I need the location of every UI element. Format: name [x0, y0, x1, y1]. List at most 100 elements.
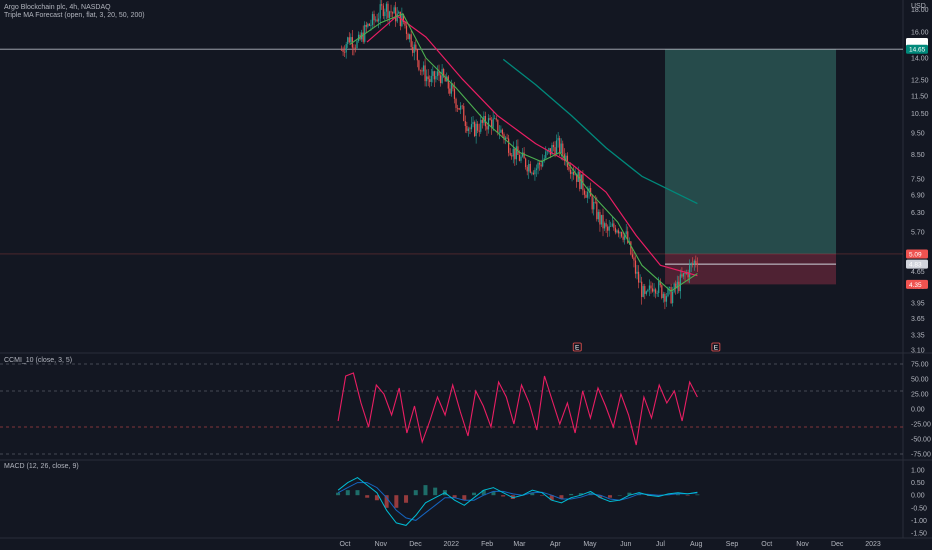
macd-histogram-bar: [374, 495, 379, 501]
candle-body: [458, 108, 460, 110]
candle-body: [583, 190, 586, 195]
candle-body: [591, 196, 593, 210]
price-tick-label: 3.95: [911, 301, 925, 308]
candle-body: [599, 211, 601, 225]
candle-body: [525, 158, 527, 168]
candle-body: [472, 122, 474, 125]
cci-tick-label: 75.00: [911, 362, 929, 369]
candle-body: [641, 281, 643, 297]
event-marker-label: E: [575, 345, 580, 352]
macd-tick-label: 1.00: [911, 468, 925, 475]
candle-body: [470, 124, 473, 130]
macd-histogram-bar: [491, 491, 496, 496]
candle-body: [619, 232, 621, 234]
candle-body: [534, 169, 536, 175]
time-tick-label: Apr: [550, 541, 562, 548]
price-tick-label: 7.50: [911, 176, 925, 183]
candle-body: [379, 4, 381, 19]
candle-body: [441, 68, 443, 84]
candle-body: [538, 162, 541, 165]
indicator-label[interactable]: Triple MA Forecast (open, flat, 3, 20, 5…: [4, 12, 145, 19]
candle-body: [631, 254, 634, 258]
price-tick-label: 6.90: [911, 193, 925, 200]
price-tick-label: 3.35: [911, 332, 925, 339]
candle-body: [675, 283, 677, 289]
candle-body: [409, 34, 411, 40]
current-price-tag-bg: [906, 259, 928, 269]
candle-body: [655, 289, 657, 294]
candle-body: [385, 3, 388, 12]
candle-body: [681, 274, 683, 277]
candle-body: [608, 226, 610, 231]
candle-body: [433, 71, 435, 80]
time-tick-label: Nov: [375, 541, 388, 548]
candle-body: [494, 118, 496, 119]
price-tick-label: 5.70: [911, 230, 925, 237]
candle-body: [568, 167, 570, 170]
candle-body: [500, 129, 502, 133]
candle-body: [391, 12, 394, 14]
candle-body: [438, 71, 440, 76]
macd-signal-line: [337, 482, 698, 521]
candle-body: [503, 134, 505, 140]
macd-histogram-bar: [355, 490, 360, 496]
macd-histogram-bar: [617, 495, 622, 496]
macd-histogram-bar: [540, 495, 545, 496]
cci-tick-label: -75.00: [911, 452, 931, 459]
candle-body: [650, 285, 652, 289]
macd-label[interactable]: MACD (12, 26, close, 9): [4, 463, 79, 470]
macd-histogram-bar: [578, 493, 583, 496]
candle-body: [508, 138, 510, 153]
candle-body: [521, 152, 524, 157]
macd-histogram-bar: [472, 492, 477, 496]
candle-body: [345, 44, 347, 53]
event-marker-label: E: [714, 345, 719, 352]
macd-histogram-bar: [501, 495, 506, 497]
candle-body: [647, 289, 649, 292]
candle-body: [475, 123, 477, 137]
price-tick-label: 4.65: [911, 269, 925, 276]
candle-body: [384, 11, 386, 17]
candle-body: [466, 125, 468, 131]
candle-body: [607, 226, 609, 231]
candle-body: [644, 286, 646, 294]
candle-body: [617, 230, 620, 234]
candle-body: [350, 37, 352, 43]
candle-body: [511, 155, 513, 157]
candle-body: [670, 287, 672, 304]
candle-body: [455, 98, 457, 108]
candle-body: [690, 263, 692, 266]
candle-body: [342, 50, 344, 52]
cci-tick-label: 0.00: [911, 407, 925, 414]
time-tick-label: Sep: [726, 541, 739, 548]
macd-histogram-bar: [685, 495, 690, 496]
cci-label[interactable]: CCMI_10 (close, 3, 5): [4, 357, 73, 364]
time-tick-label: Oct: [340, 541, 351, 548]
stop-price-tag-bg: [906, 279, 928, 289]
price-tick-label: 10.50: [911, 111, 929, 118]
price-tick-label: 16.00: [911, 30, 929, 37]
chart-title[interactable]: Argo Blockchain plc, 4h, NASDAQ: [4, 4, 111, 11]
event-marker-box: [711, 342, 721, 352]
candle-body: [659, 281, 661, 286]
candle-body: [373, 14, 375, 21]
macd-histogram-bar: [384, 495, 389, 508]
candle-body: [495, 118, 497, 120]
macd-histogram-bar: [394, 495, 399, 508]
candle-body: [374, 19, 377, 21]
candle-body: [692, 263, 694, 265]
candle-body: [365, 24, 367, 27]
target-zone: [665, 49, 837, 254]
candle-body: [371, 14, 374, 25]
candle-body: [447, 76, 449, 89]
candle-body: [620, 232, 623, 237]
candle-body: [661, 285, 663, 298]
top-price-tag: 14.6: [909, 40, 922, 47]
candle-body: [571, 172, 573, 174]
entry-price-tag: 5.09: [909, 251, 922, 258]
candle-body: [594, 201, 596, 203]
macd-histogram-bar: [656, 495, 661, 497]
candle-body: [348, 37, 350, 43]
